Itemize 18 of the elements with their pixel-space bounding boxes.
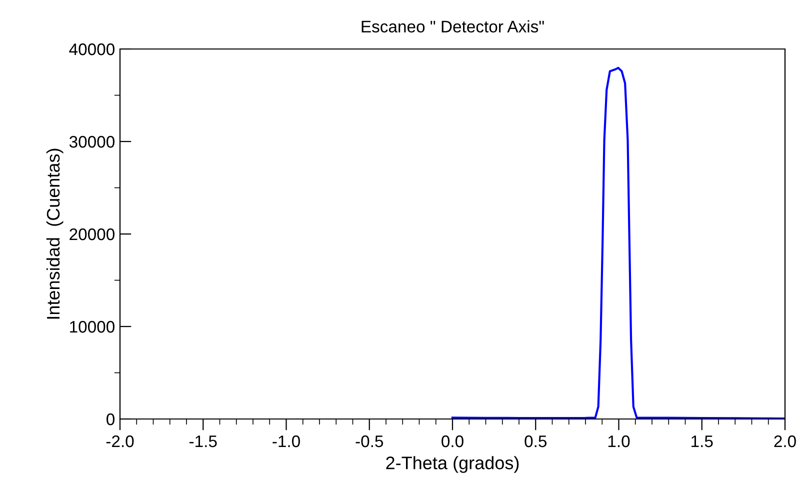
y-tick-label: 40000 xyxy=(69,43,114,56)
x-tick-label: -0.5 xyxy=(356,435,384,448)
x-tick-label: -1.5 xyxy=(190,436,217,448)
x-tick-label: -2.0 xyxy=(106,435,134,448)
x-tick-label: 0.5 xyxy=(524,435,547,448)
x-tick-label: 2.0 xyxy=(774,435,796,448)
line-series xyxy=(451,66,785,419)
y-tick-label: 0 xyxy=(106,413,114,426)
x-tick-label: -1.0 xyxy=(272,435,300,448)
x-tick-label: 1.0 xyxy=(608,435,630,448)
y-axis-title: Intensidad (Cuentas) xyxy=(46,148,64,319)
y-tick-label: 10000 xyxy=(70,320,114,333)
y-tick-label: 20000 xyxy=(70,228,114,240)
x-tick-label: 1.5 xyxy=(692,436,713,448)
x-axis-title: 2-Theta (grados) xyxy=(386,456,519,473)
x-tick-label: 0.0 xyxy=(442,435,464,448)
y-tick-label: 30000 xyxy=(69,136,114,148)
chart-title: Escaneo " Detector Axis" xyxy=(362,20,544,32)
